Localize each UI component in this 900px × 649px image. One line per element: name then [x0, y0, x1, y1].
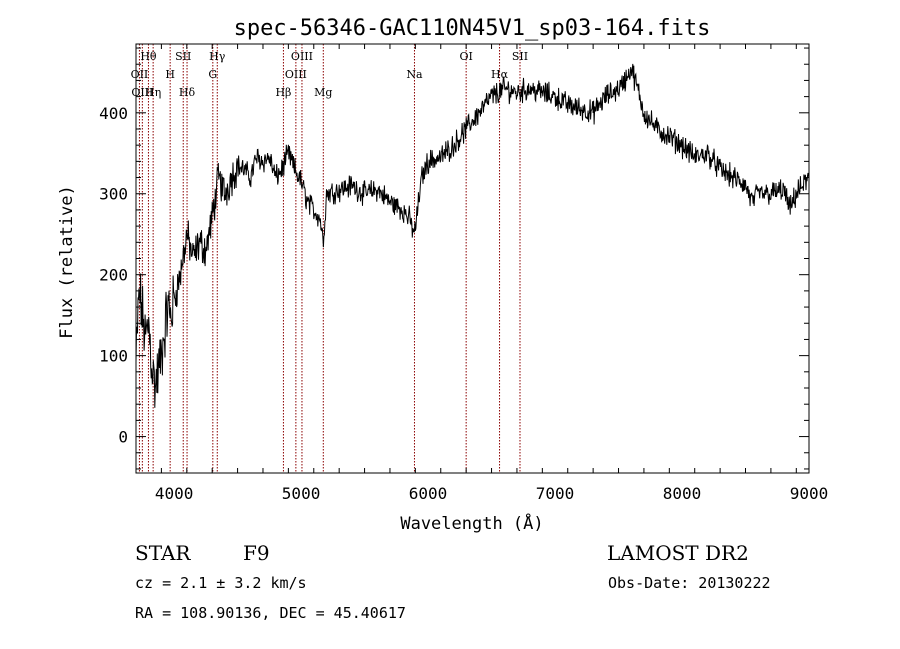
spectral-line-label: Mg	[314, 86, 332, 99]
x-tick-label: 9000	[790, 484, 829, 503]
y-tick-label: 200	[99, 266, 128, 285]
spectral-line-label: Hα	[491, 68, 509, 81]
x-axis-ticks: 4000 5000 6000 7000 8000 9000	[135, 44, 829, 503]
spectral-line-label: OIII	[291, 50, 313, 63]
survey-name: LAMOST DR2	[607, 541, 749, 565]
x-tick-label: 7000	[536, 484, 575, 503]
x-tick-label: 5000	[282, 484, 321, 503]
y-tick-label: 100	[99, 347, 128, 366]
object-subclass: F9	[243, 541, 270, 565]
spectrum-series-line	[135, 63, 810, 408]
x-tick-label: 8000	[663, 484, 702, 503]
spectral-line-label: Hθ	[140, 50, 157, 63]
plot-frame	[135, 43, 810, 474]
x-axis-label: Wavelength (Å)	[400, 512, 543, 534]
spectral-line-label: G	[208, 68, 217, 81]
spectral-line-label: SII	[175, 50, 191, 63]
redshift-cz: cz = 2.1 ± 3.2 km/s	[135, 574, 307, 592]
spectral-line-label: OII	[131, 68, 149, 81]
spectral-line-markers	[138, 44, 521, 473]
coordinates: RA = 108.90136, DEC = 45.40617	[135, 604, 406, 622]
observation-date: Obs-Date: 20130222	[608, 574, 771, 592]
object-class: STAR	[135, 541, 191, 565]
spectral-line-label: Hβ	[275, 86, 291, 99]
spectral-line-label: OI	[459, 50, 472, 63]
spectral-line-label: SII	[512, 50, 528, 63]
y-axis-ticks: 0 100 200 300 400	[99, 47, 809, 470]
spectral-line-label: Hγ	[209, 50, 226, 63]
y-tick-label: 400	[99, 104, 128, 123]
spectral-line-label: OIII	[131, 86, 153, 99]
y-tick-label: 0	[118, 428, 128, 447]
y-tick-label: 300	[99, 185, 128, 204]
x-tick-label: 4000	[155, 484, 194, 503]
spectral-line-label: Na	[406, 68, 423, 81]
spectral-line-label: H	[165, 68, 175, 81]
spectral-line-label: Hη	[145, 86, 161, 99]
y-axis-label: Flux (relative)	[57, 185, 77, 339]
spectral-line-label: Hδ	[179, 86, 196, 99]
spectral-line-label: OIII	[285, 68, 307, 81]
chart-title: spec-56346-GAC110N45V1_sp03-164.fits	[234, 16, 711, 41]
x-tick-label: 6000	[409, 484, 448, 503]
